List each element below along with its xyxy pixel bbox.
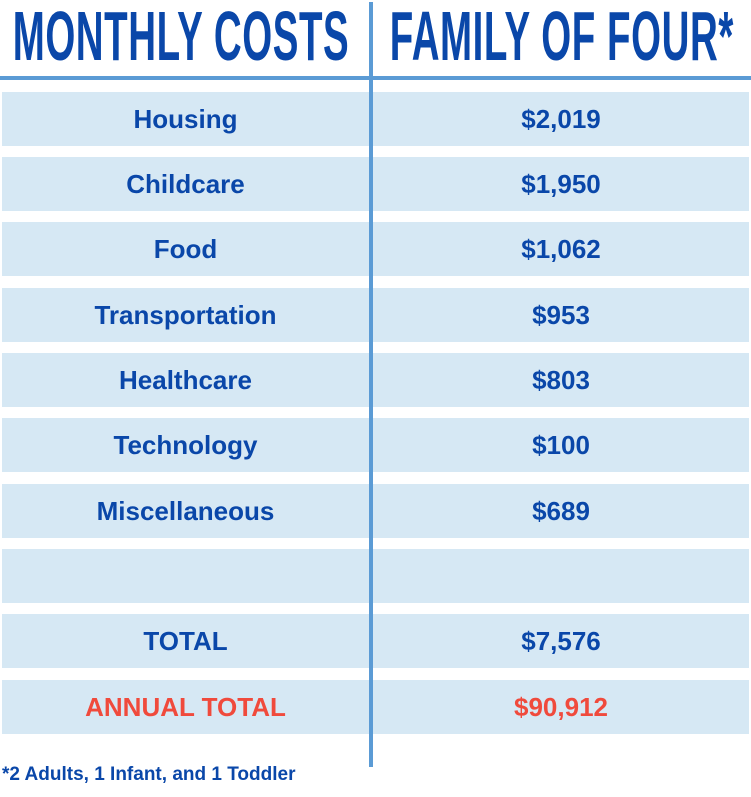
row-value: $803 [373, 353, 749, 407]
table-row: Food $1,062 [0, 222, 751, 276]
row-label: Childcare [2, 157, 369, 211]
table-row: Transportation $953 [0, 288, 751, 342]
row-label: Healthcare [2, 353, 369, 407]
row-label: Miscellaneous [2, 484, 369, 538]
row-value: $689 [373, 484, 749, 538]
row-label [2, 549, 369, 603]
table-row [0, 549, 751, 603]
column-divider [369, 2, 373, 767]
row-value: $7,576 [373, 614, 749, 668]
row-value: $953 [373, 288, 749, 342]
table-row: ANNUAL TOTAL $90,912 [0, 680, 751, 734]
footnote: *2 Adults, 1 Infant, and 1 Toddler [2, 764, 296, 785]
row-label: ANNUAL TOTAL [2, 680, 369, 734]
table-row: Healthcare $803 [0, 353, 751, 407]
table-row: Miscellaneous $689 [0, 484, 751, 538]
table-row: Childcare $1,950 [0, 157, 751, 211]
row-label: Transportation [2, 288, 369, 342]
row-value [373, 549, 749, 603]
table-row: TOTAL $7,576 [0, 614, 751, 668]
row-value: $1,950 [373, 157, 749, 211]
row-label: Food [2, 222, 369, 276]
row-label: Technology [2, 418, 369, 472]
row-label: TOTAL [2, 614, 369, 668]
row-value: $90,912 [373, 680, 749, 734]
header-divider [0, 76, 751, 80]
row-value: $1,062 [373, 222, 749, 276]
column-header-monthly-costs: MONTHLY COSTS [0, 0, 362, 72]
column-header-right-text: FAMILY OF FOUR* [389, 0, 734, 75]
row-value: $2,019 [373, 92, 749, 146]
table-row: Technology $100 [0, 418, 751, 472]
row-label: Housing [2, 92, 369, 146]
column-header-left-text: MONTHLY COSTS [12, 0, 350, 75]
row-value: $100 [373, 418, 749, 472]
table-row: Housing $2,019 [0, 92, 751, 146]
column-header-family-of-four: FAMILY OF FOUR* [372, 0, 751, 72]
